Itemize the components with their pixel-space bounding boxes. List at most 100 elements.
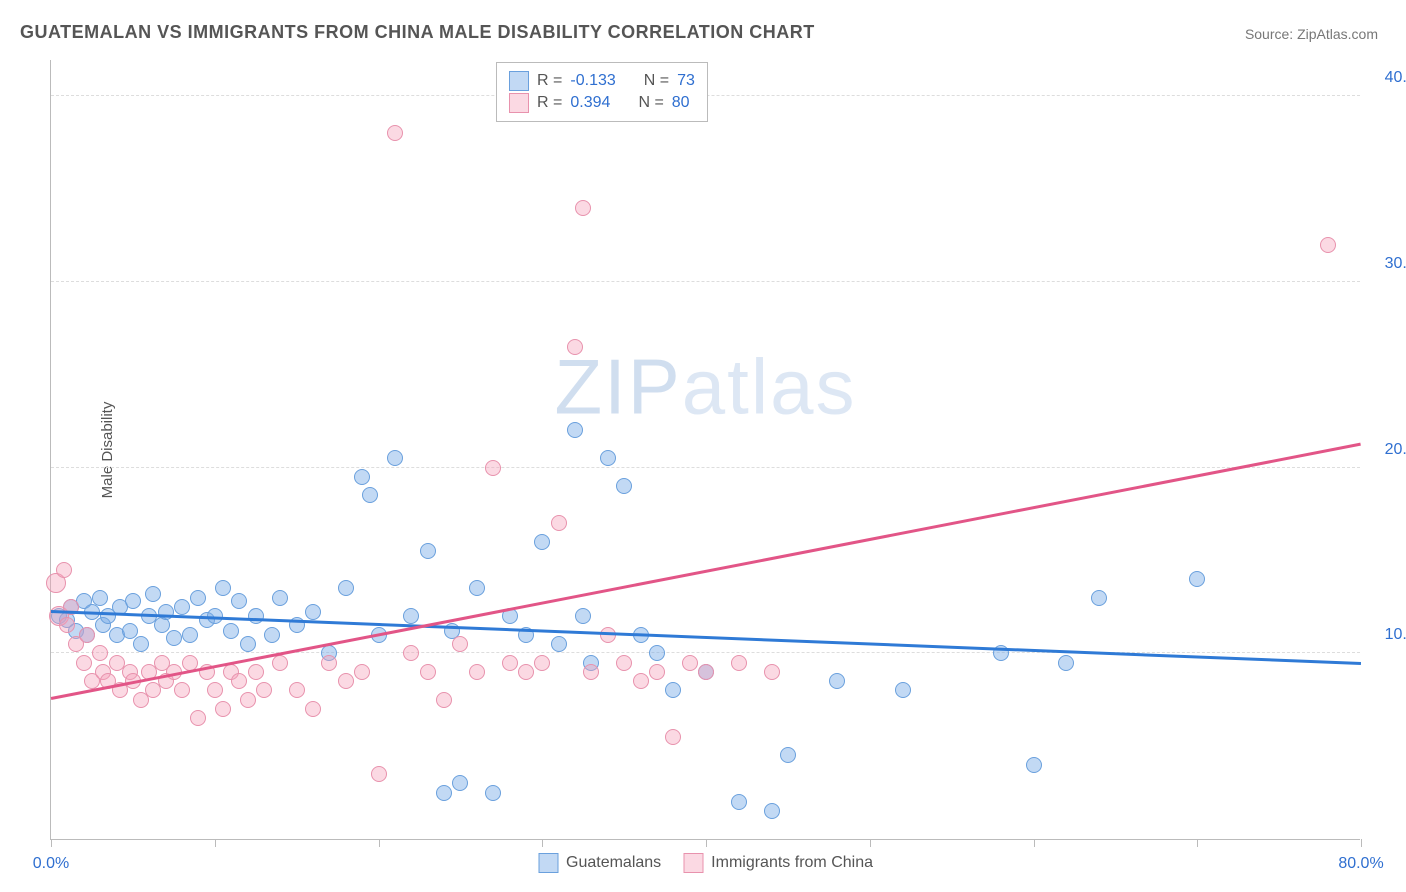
x-tick-label: 80.0%: [1338, 855, 1383, 873]
data-point: [174, 599, 190, 615]
data-point: [485, 460, 501, 476]
data-point: [764, 664, 780, 680]
x-tick: [706, 839, 707, 847]
data-point: [362, 487, 378, 503]
data-point: [305, 701, 321, 717]
data-point: [338, 580, 354, 596]
data-point: [122, 623, 138, 639]
data-point: [665, 682, 681, 698]
legend-row: R =-0.133N =73: [509, 71, 695, 91]
data-point: [231, 673, 247, 689]
data-point: [469, 664, 485, 680]
data-point: [600, 450, 616, 466]
data-point: [190, 710, 206, 726]
r-label: R =: [537, 94, 562, 112]
data-point: [174, 682, 190, 698]
data-point: [215, 701, 231, 717]
data-point: [420, 664, 436, 680]
data-point: [190, 590, 206, 606]
data-point: [616, 655, 632, 671]
data-point: [1026, 757, 1042, 773]
x-tick: [1034, 839, 1035, 847]
data-point: [145, 586, 161, 602]
data-point: [575, 200, 591, 216]
data-point: [56, 562, 72, 578]
data-point: [649, 664, 665, 680]
x-tick: [379, 839, 380, 847]
data-point: [223, 623, 239, 639]
n-label: N =: [638, 94, 663, 112]
data-point: [829, 673, 845, 689]
data-point: [502, 655, 518, 671]
scatter-plot: Male Disability ZIPatlas Guatemalans Imm…: [50, 60, 1360, 840]
data-point: [264, 627, 280, 643]
legend-stats: R =-0.133N =73R =0.394N =80: [496, 62, 708, 122]
data-point: [215, 580, 231, 596]
data-point: [436, 692, 452, 708]
data-point: [59, 617, 75, 633]
data-point: [616, 478, 632, 494]
x-tick: [870, 839, 871, 847]
data-point: [1091, 590, 1107, 606]
data-point: [551, 515, 567, 531]
data-point: [79, 627, 95, 643]
data-point: [534, 534, 550, 550]
data-point: [485, 785, 501, 801]
r-value: 0.394: [570, 94, 610, 112]
r-value: -0.133: [570, 72, 615, 90]
data-point: [583, 664, 599, 680]
data-point: [731, 794, 747, 810]
legend-label: Guatemalans: [566, 854, 661, 872]
n-value: 80: [672, 94, 690, 112]
data-point: [895, 682, 911, 698]
gridline: [51, 652, 1360, 653]
data-point: [125, 593, 141, 609]
swatch: [509, 93, 529, 113]
x-tick: [215, 839, 216, 847]
data-point: [665, 729, 681, 745]
data-point: [166, 630, 182, 646]
data-point: [248, 608, 264, 624]
data-point: [567, 339, 583, 355]
data-point: [575, 608, 591, 624]
data-point: [371, 766, 387, 782]
data-point: [780, 747, 796, 763]
data-point: [436, 785, 452, 801]
watermark: ZIPatlas: [554, 342, 856, 433]
data-point: [158, 604, 174, 620]
data-point: [231, 593, 247, 609]
x-tick: [1361, 839, 1362, 847]
legend-item-guatemalans: Guatemalans: [538, 853, 661, 873]
data-point: [272, 590, 288, 606]
gridline: [51, 281, 1360, 282]
data-point: [387, 450, 403, 466]
data-point: [452, 636, 468, 652]
data-point: [305, 604, 321, 620]
data-point: [1320, 237, 1336, 253]
data-point: [551, 636, 567, 652]
data-point: [354, 664, 370, 680]
data-point: [76, 655, 92, 671]
y-axis-label: Male Disability: [99, 401, 116, 498]
data-point: [248, 664, 264, 680]
trend-line: [51, 443, 1361, 700]
data-point: [452, 775, 468, 791]
data-point: [682, 655, 698, 671]
n-value: 73: [677, 72, 695, 90]
data-point: [649, 645, 665, 661]
data-point: [256, 682, 272, 698]
data-point: [420, 543, 436, 559]
data-point: [403, 645, 419, 661]
data-point: [469, 580, 485, 596]
r-label: R =: [537, 72, 562, 90]
y-tick-label: 30.0%: [1385, 255, 1406, 273]
data-point: [633, 673, 649, 689]
data-point: [92, 590, 108, 606]
data-point: [182, 627, 198, 643]
data-point: [354, 469, 370, 485]
data-point: [567, 422, 583, 438]
data-point: [403, 608, 419, 624]
gridline: [51, 467, 1360, 468]
y-tick-label: 40.0%: [1385, 69, 1406, 87]
x-tick-label: 0.0%: [33, 855, 69, 873]
